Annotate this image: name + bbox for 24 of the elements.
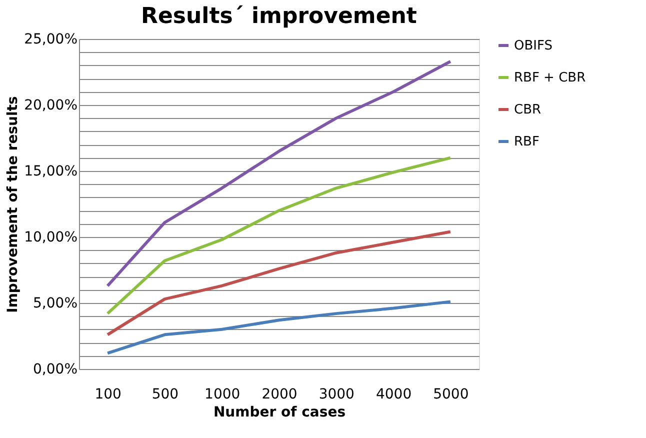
x-axis-title: Number of cases bbox=[213, 404, 346, 420]
y-tick-label: 0,00% bbox=[33, 362, 78, 378]
x-tick-label: 100 bbox=[94, 386, 122, 402]
y-tick-label: 10,00% bbox=[24, 230, 78, 246]
legend-label: RBF bbox=[514, 134, 540, 150]
y-tick-label: 25,00% bbox=[24, 32, 78, 48]
y-tick-label: 20,00% bbox=[24, 98, 78, 114]
x-tick-label: 5000 bbox=[433, 386, 469, 402]
x-tick-label: 4000 bbox=[376, 386, 412, 402]
line-series bbox=[106, 230, 452, 336]
x-tick-label: 3000 bbox=[318, 386, 354, 402]
line-series bbox=[106, 300, 452, 355]
line-series bbox=[106, 60, 452, 288]
legend-label: OBIFS bbox=[514, 38, 552, 54]
x-tick-label: 1000 bbox=[204, 386, 240, 402]
line-series bbox=[106, 156, 452, 316]
y-axis-title: Improvement of the results bbox=[5, 96, 22, 313]
legend-label: RBF + CBR bbox=[514, 70, 586, 86]
x-tick-label: 500 bbox=[152, 386, 179, 402]
legend-label: CBR bbox=[514, 102, 542, 118]
y-tick-label: 15,00% bbox=[24, 164, 78, 180]
y-tick-label: 5,00% bbox=[33, 296, 78, 312]
x-tick-label: 2000 bbox=[262, 386, 298, 402]
chart-title: Results´ improvement bbox=[141, 4, 418, 29]
